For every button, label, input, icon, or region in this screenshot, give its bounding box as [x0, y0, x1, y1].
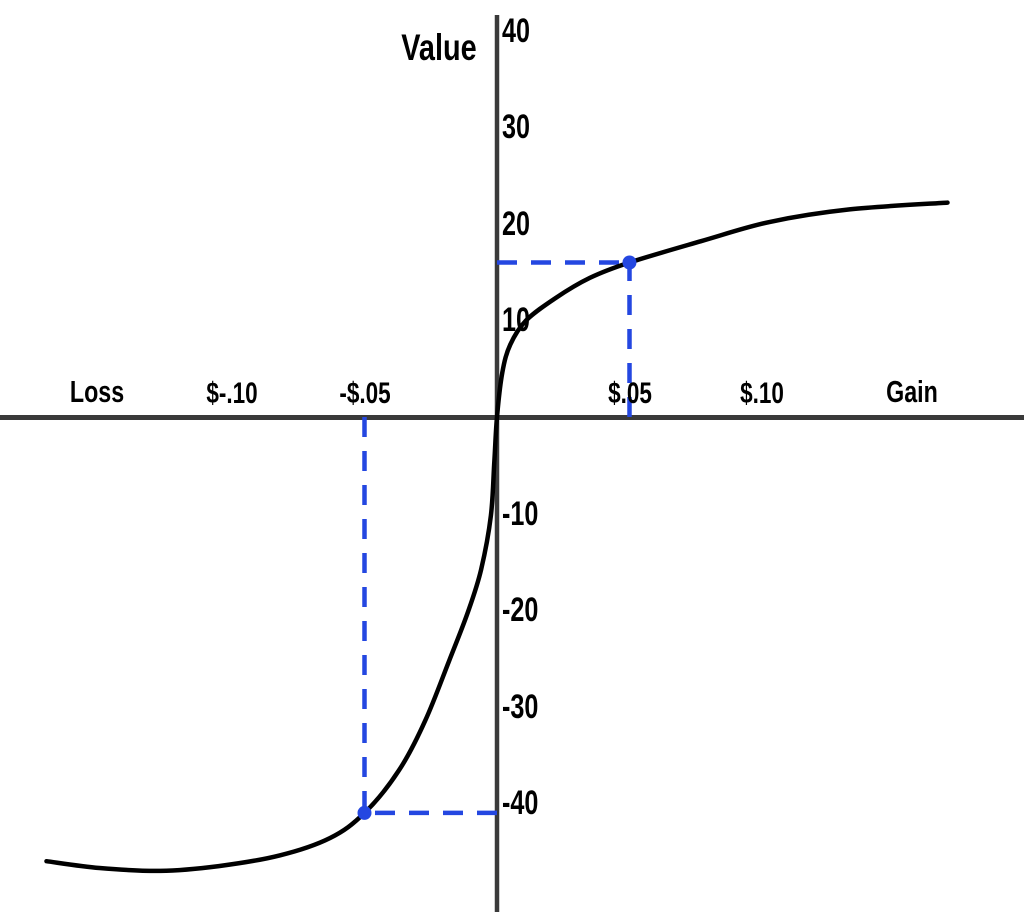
y-tick-label-40: 40	[502, 11, 530, 50]
x-tick-label--0.1: $-.10	[206, 377, 258, 410]
y-tick-label-20: 20	[502, 204, 530, 243]
x-axis-loss-label: Loss	[69, 374, 125, 409]
x-tick-label-0.1: $.10	[740, 377, 784, 410]
loss-example-point-dot	[357, 805, 372, 820]
y-tick-label--20: -20	[502, 591, 539, 630]
y-axis-title: Value	[401, 27, 477, 68]
y-tick-label--10: -10	[502, 494, 539, 533]
x-tick-label--0.05: -$.05	[338, 377, 391, 410]
y-tick-label-30: 30	[502, 108, 530, 147]
value-function-curve	[44, 200, 950, 874]
gain-example-point-dot	[622, 255, 637, 270]
x-tick-label-0.05: $.05	[607, 377, 652, 410]
x-axis-gain-label: Gain	[886, 374, 938, 409]
y-tick-label--40: -40	[502, 784, 539, 823]
y-tick-label-10: 10	[502, 301, 530, 340]
y-tick-label--30: -30	[502, 687, 539, 726]
